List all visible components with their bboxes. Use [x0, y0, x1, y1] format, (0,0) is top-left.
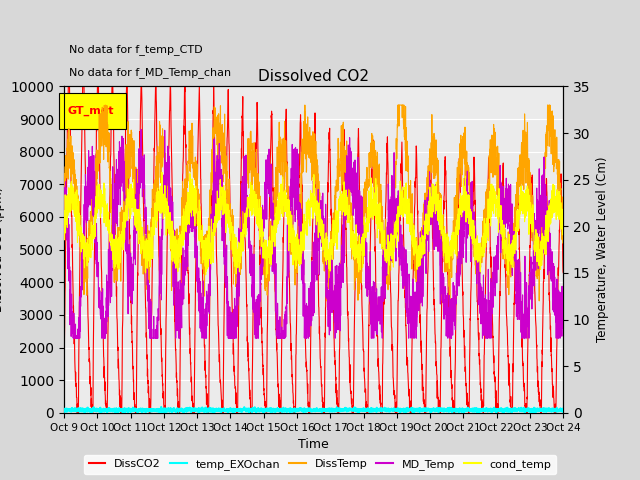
- Text: GT_met: GT_met: [68, 106, 115, 116]
- Text: No data for f_MD_Temp_chan: No data for f_MD_Temp_chan: [69, 67, 231, 78]
- Y-axis label: Dissolved CO2 (ppm): Dissolved CO2 (ppm): [0, 187, 5, 312]
- Legend: DissCO2, temp_EXOchan, DissTemp, MD_Temp, cond_temp: DissCO2, temp_EXOchan, DissTemp, MD_Temp…: [84, 455, 556, 474]
- FancyBboxPatch shape: [59, 93, 127, 129]
- X-axis label: Time: Time: [298, 438, 329, 451]
- Title: Dissolved CO2: Dissolved CO2: [258, 69, 369, 84]
- Y-axis label: Temperature, Water Level (Cm): Temperature, Water Level (Cm): [596, 157, 609, 342]
- Text: No data for f_temp_CTD: No data for f_temp_CTD: [69, 44, 203, 55]
